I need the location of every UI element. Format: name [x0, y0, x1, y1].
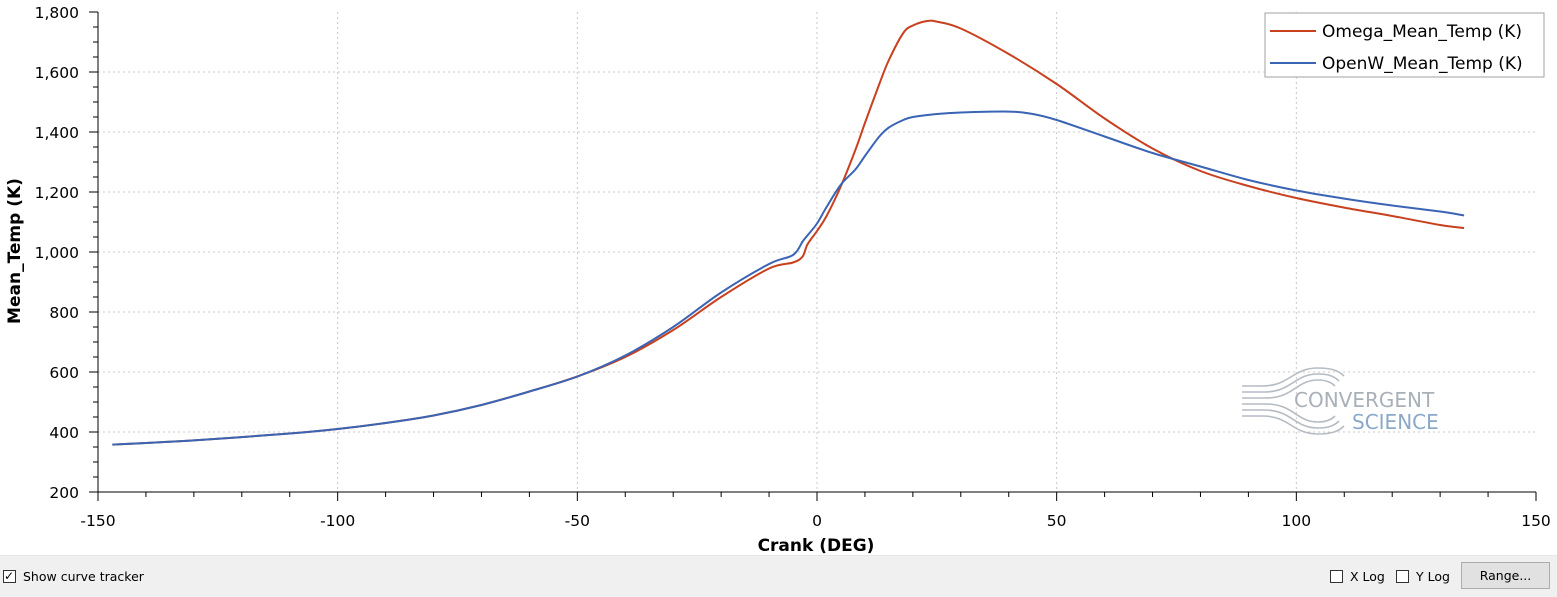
watermark-line2: SCIENCE	[1352, 410, 1439, 434]
legend-label: Omega_Mean_Temp (K)	[1322, 22, 1522, 42]
convergent-science-logo: CONVERGENT SCIENCE	[1242, 367, 1439, 435]
x-log-label: X Log	[1350, 569, 1385, 584]
bottom-toolbar: Show curve tracker X Log Y Log Range...	[0, 555, 1557, 597]
y-tick-label: 600	[49, 364, 79, 382]
y-tick-label: 1,800	[35, 4, 79, 22]
y-log-label: Y Log	[1416, 569, 1450, 584]
series-line-omega	[112, 19, 1465, 446]
y-tick-labels: 200 400 600 800 1,000 1,200 1,400 1,600 1,800	[35, 4, 79, 502]
axes	[89, 11, 1537, 501]
x-tick-label: -150	[80, 512, 115, 530]
x-tick-label: 50	[1047, 512, 1067, 530]
line-chart: CONVERGENT SCIENCE -150 -100 -50 0 50 100 150 …	[5, 4, 1551, 555]
grid-lines	[98, 12, 1536, 492]
y-tick-label: 1,600	[35, 64, 79, 82]
y-tick-label: 1,000	[35, 244, 79, 262]
legend-box	[1264, 12, 1545, 78]
x-tick-label: 100	[1282, 512, 1312, 530]
y-tick-label: 1,400	[35, 124, 79, 142]
y-tick-label: 400	[49, 424, 79, 442]
series-line-openw	[112, 110, 1465, 446]
x-tick-label: -50	[565, 512, 590, 530]
y-tick-label: 800	[49, 304, 79, 322]
x-tick-labels: -150 -100 -50 0 50 100 150	[80, 512, 1550, 530]
legend: Omega_Mean_Temp (K) OpenW_Mean_Temp (K)	[1264, 12, 1545, 78]
y-tick-label: 1,200	[35, 184, 79, 202]
watermark-line1: CONVERGENT	[1294, 388, 1435, 412]
y-log-checkbox[interactable]	[1396, 570, 1409, 583]
plot-area[interactable]: CONVERGENT SCIENCE -150 -100 -50 0 50 100 150 …	[0, 0, 1557, 555]
x-tick-label: -100	[320, 512, 355, 530]
legend-label: OpenW_Mean_Temp (K)	[1322, 54, 1523, 74]
series-lines	[112, 19, 1465, 446]
x-axis-title: Crank (DEG)	[758, 536, 875, 555]
curve-tracker-label: Show curve tracker	[23, 569, 144, 584]
y-axis-title: Mean_Temp (K)	[5, 178, 25, 324]
curve-tracker-checkbox[interactable]	[3, 568, 16, 584]
range-button[interactable]: Range...	[1461, 562, 1550, 589]
x-tick-label: 150	[1521, 512, 1551, 530]
x-tick-label: 0	[812, 512, 822, 530]
x-log-checkbox[interactable]	[1330, 570, 1343, 583]
y-tick-label: 200	[49, 484, 79, 502]
